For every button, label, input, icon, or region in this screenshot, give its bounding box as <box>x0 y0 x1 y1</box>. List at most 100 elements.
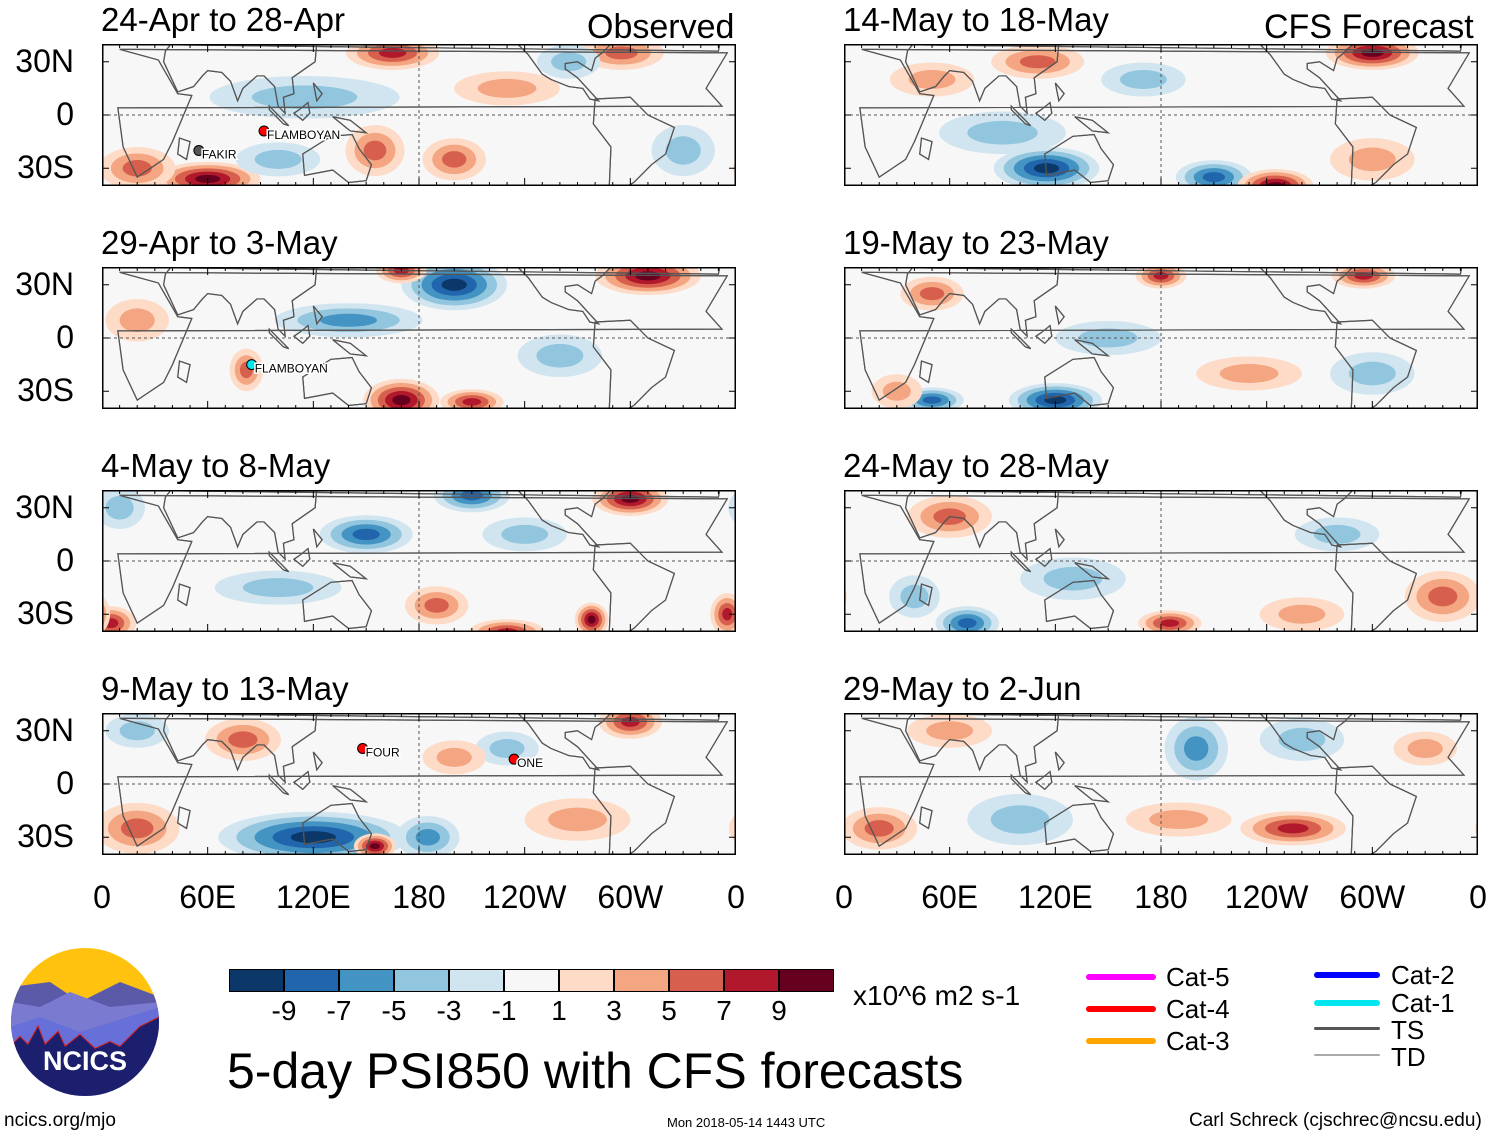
coastline <box>268 550 290 573</box>
coastline <box>117 717 729 848</box>
anomaly-contour <box>1354 272 1373 280</box>
ncics-logo: NCICS <box>10 947 160 1097</box>
anomaly-contour <box>120 818 154 839</box>
coastline <box>844 713 1463 721</box>
coastline <box>177 137 191 161</box>
anomaly-contour <box>1278 604 1326 624</box>
colorbar-swatch <box>669 969 724 992</box>
colorbar-label: 5 <box>661 995 677 1026</box>
coastline <box>1334 319 1418 409</box>
map-panel <box>844 713 1478 855</box>
lon-label: 180 <box>1134 879 1188 915</box>
panel-title: 24-May to 28-May <box>843 447 1109 484</box>
anomaly-contour <box>908 70 956 89</box>
anomaly-contour <box>105 495 134 520</box>
legend-line <box>1086 1006 1156 1012</box>
colorbar-label: 1 <box>551 995 567 1026</box>
anomaly-contour <box>392 395 411 406</box>
anomaly-contour <box>320 313 378 327</box>
anomaly-contour <box>548 807 607 832</box>
coastline <box>292 547 311 568</box>
anomaly-contour <box>242 578 314 598</box>
legend-line <box>1314 1027 1380 1030</box>
anomaly-contour <box>1277 823 1309 834</box>
coastline <box>117 494 729 625</box>
anomaly-contour <box>489 739 525 758</box>
lon-label: 180 <box>392 879 446 915</box>
footer-timestamp: Mon 2018-05-14 1443 UTC <box>667 1115 826 1130</box>
anomaly-contour <box>922 396 942 404</box>
coastline <box>312 305 323 326</box>
coastline <box>312 82 323 103</box>
lon-label: 0 <box>727 879 745 915</box>
legend-line <box>1314 1054 1380 1056</box>
coastline <box>859 48 1471 179</box>
footer-author: Carl Schreck (cjschrec@ncsu.edu) <box>1189 1110 1482 1131</box>
coastline <box>1044 133 1115 184</box>
colorbar-label: -1 <box>491 995 517 1026</box>
anomaly-contour <box>1184 736 1209 761</box>
anomaly-contour <box>442 151 467 168</box>
coastline <box>163 490 318 561</box>
storm-symbol <box>246 359 258 371</box>
coastline <box>332 785 369 803</box>
storm-symbol <box>193 145 205 156</box>
anomaly-contour <box>415 829 440 846</box>
colorbar-swatch <box>394 969 449 992</box>
coastline <box>177 806 191 830</box>
panel-title: 14-May to 18-May <box>843 1 1109 38</box>
coastline <box>1074 785 1111 803</box>
coastline <box>292 324 311 345</box>
anomaly-contour <box>363 140 387 161</box>
coastline <box>1054 82 1065 103</box>
coastline <box>919 360 933 384</box>
coastline <box>1010 104 1032 127</box>
legend-label: Cat-2 <box>1391 960 1455 990</box>
coastline <box>1054 305 1065 326</box>
coastline <box>292 101 311 122</box>
observed-header: Observed <box>587 8 735 46</box>
anomaly-contour <box>477 78 537 98</box>
colorbar-label: 7 <box>716 995 732 1026</box>
legend-label: Cat-5 <box>1166 962 1230 992</box>
colorbar-swatch <box>779 969 834 992</box>
coastline <box>332 116 369 134</box>
coastline <box>1034 324 1053 345</box>
anomaly-contour <box>864 820 894 837</box>
anomaly-contour <box>967 120 1038 145</box>
lat-label: 30N <box>15 42 74 79</box>
lat-label: 0 <box>56 319 74 355</box>
lat-label: 30S <box>17 372 74 409</box>
anomaly-contour <box>119 721 155 741</box>
anomaly-contour <box>501 524 549 544</box>
storm-symbol <box>508 753 520 765</box>
legend-line <box>1314 972 1380 978</box>
coastline <box>1044 579 1115 630</box>
figure-title: 5-day PSI850 with CFS forecasts <box>227 1043 964 1099</box>
anomaly-contour <box>1348 147 1396 172</box>
anomaly-contour <box>462 398 482 406</box>
anomaly-contour <box>424 598 449 613</box>
anomaly-contour <box>957 618 977 629</box>
panel-title: 9-May to 13-May <box>101 670 349 707</box>
anomaly-contour <box>1160 619 1180 627</box>
map-panel <box>844 44 1478 186</box>
colorbar-swatch <box>559 969 614 992</box>
coastline <box>844 267 1463 275</box>
storm-label: FAKIR <box>202 148 237 162</box>
coastline <box>163 44 318 115</box>
coastline <box>117 48 729 179</box>
anomaly-contour <box>1407 739 1443 758</box>
legend-line <box>1086 974 1156 980</box>
legend-label: Cat-4 <box>1166 994 1230 1024</box>
coastline <box>312 751 323 772</box>
anomaly-contour <box>1019 55 1056 69</box>
anomaly-contour <box>722 607 733 621</box>
coastline <box>1334 96 1418 186</box>
coastline <box>1074 116 1111 134</box>
coastline <box>592 542 676 632</box>
footer-url[interactable]: ncics.org/mjo <box>4 1110 116 1131</box>
coastline <box>102 267 721 275</box>
map-panel <box>844 490 1478 632</box>
